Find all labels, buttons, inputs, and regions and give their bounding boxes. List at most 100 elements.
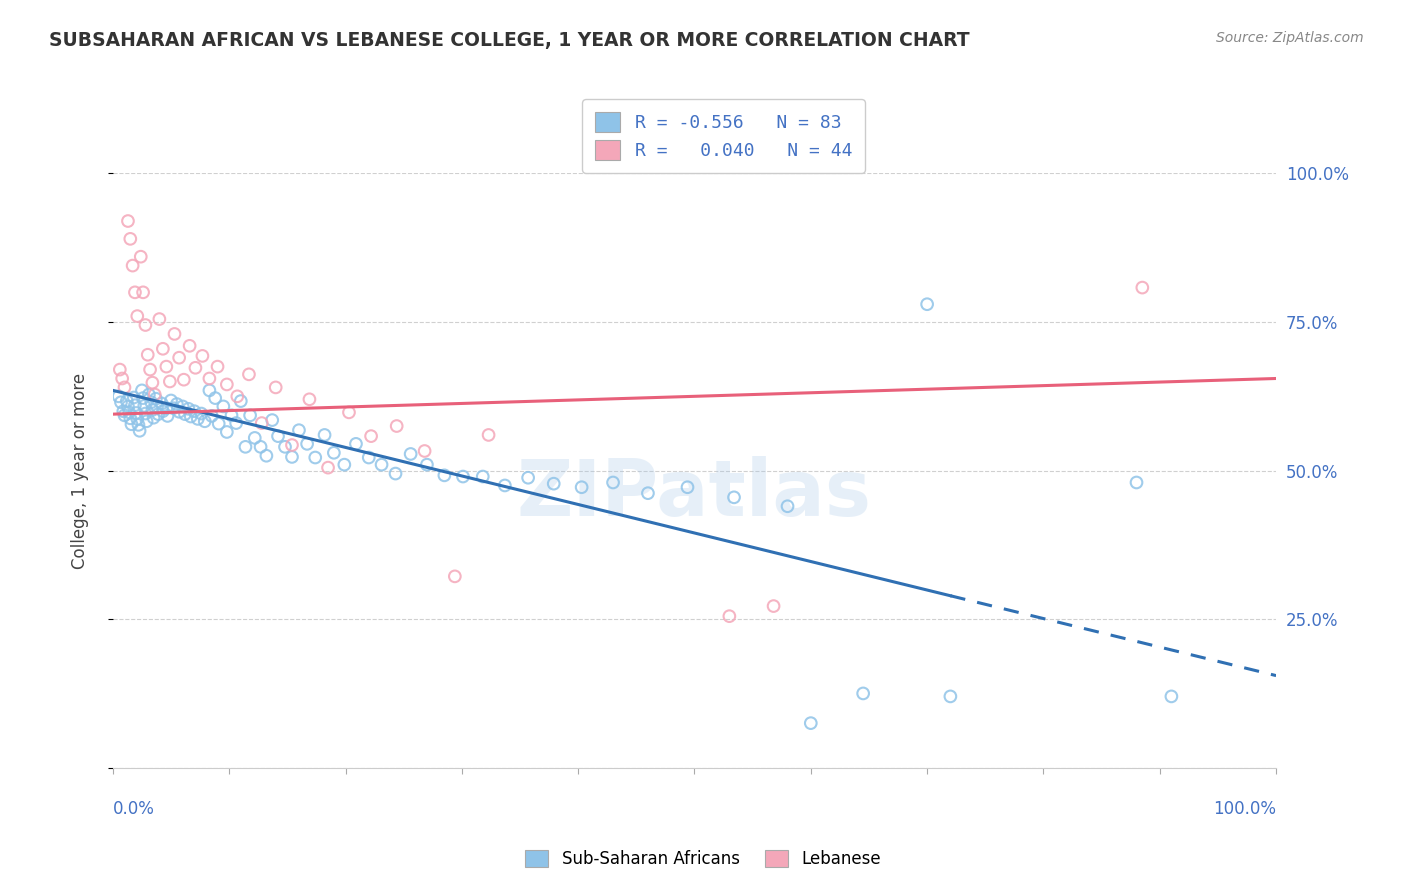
Point bbox=[173, 373, 195, 387]
Point bbox=[243, 431, 266, 445]
Point bbox=[288, 423, 311, 437]
Point bbox=[110, 395, 132, 409]
Point bbox=[132, 391, 155, 405]
Point bbox=[117, 214, 139, 228]
Point bbox=[152, 342, 174, 356]
Point bbox=[107, 389, 129, 403]
Point bbox=[155, 401, 177, 416]
Point bbox=[129, 250, 152, 264]
Point bbox=[543, 476, 565, 491]
Point bbox=[800, 716, 823, 731]
Point bbox=[114, 380, 136, 394]
Point bbox=[167, 405, 190, 419]
Point bbox=[124, 398, 146, 412]
Point bbox=[235, 440, 257, 454]
Point bbox=[416, 458, 439, 472]
Point bbox=[122, 391, 145, 405]
Point bbox=[159, 375, 181, 389]
Point bbox=[136, 348, 159, 362]
Point bbox=[150, 396, 173, 410]
Point bbox=[124, 285, 146, 300]
Point bbox=[191, 349, 214, 363]
Point bbox=[238, 368, 260, 382]
Point bbox=[939, 690, 962, 704]
Point bbox=[1130, 280, 1153, 294]
Point bbox=[762, 599, 785, 613]
Point bbox=[148, 312, 170, 326]
Point bbox=[281, 450, 304, 464]
Point bbox=[304, 450, 326, 465]
Point bbox=[143, 387, 166, 401]
Point bbox=[316, 460, 339, 475]
Point bbox=[444, 569, 467, 583]
Point bbox=[134, 407, 156, 421]
Point bbox=[146, 400, 169, 414]
Point bbox=[337, 405, 360, 419]
Point bbox=[204, 391, 226, 405]
Point bbox=[194, 414, 217, 428]
Point bbox=[295, 437, 318, 451]
Point bbox=[254, 449, 277, 463]
Point bbox=[212, 400, 235, 414]
Point bbox=[215, 425, 238, 439]
Point bbox=[322, 446, 344, 460]
Point bbox=[145, 392, 167, 406]
Point bbox=[125, 406, 148, 420]
Point bbox=[127, 309, 149, 323]
Text: 0.0%: 0.0% bbox=[112, 800, 155, 818]
Point bbox=[183, 404, 205, 418]
Point bbox=[166, 397, 188, 411]
Point bbox=[723, 491, 745, 505]
Point bbox=[131, 384, 153, 398]
Point bbox=[333, 458, 356, 472]
Point bbox=[451, 469, 474, 483]
Point bbox=[1125, 475, 1147, 490]
Point bbox=[201, 409, 224, 423]
Point bbox=[215, 377, 238, 392]
Point bbox=[676, 480, 699, 494]
Point bbox=[174, 407, 197, 421]
Point bbox=[1160, 690, 1182, 704]
Legend: Sub-Saharan Africans, Lebanese: Sub-Saharan Africans, Lebanese bbox=[519, 843, 887, 875]
Point bbox=[370, 458, 392, 472]
Point bbox=[167, 351, 190, 365]
Point bbox=[852, 686, 875, 700]
Point bbox=[134, 318, 156, 332]
Point bbox=[225, 416, 247, 430]
Point bbox=[267, 429, 290, 443]
Point bbox=[162, 401, 184, 416]
Point bbox=[120, 411, 142, 425]
Point bbox=[281, 438, 304, 452]
Point bbox=[163, 326, 186, 341]
Point bbox=[127, 417, 149, 432]
Point bbox=[637, 486, 659, 500]
Point bbox=[298, 392, 321, 407]
Point bbox=[172, 400, 194, 414]
Point bbox=[198, 371, 221, 385]
Point bbox=[718, 609, 741, 624]
Point bbox=[207, 359, 229, 374]
Point bbox=[141, 395, 163, 409]
Point bbox=[264, 380, 287, 394]
Point bbox=[433, 468, 456, 483]
Point bbox=[115, 394, 138, 409]
Point bbox=[155, 359, 177, 374]
Point bbox=[138, 387, 160, 401]
Point bbox=[602, 475, 624, 490]
Point bbox=[177, 401, 200, 416]
Point bbox=[184, 360, 207, 375]
Point bbox=[108, 362, 131, 376]
Point bbox=[229, 394, 252, 409]
Point bbox=[156, 409, 179, 423]
Point bbox=[221, 409, 243, 423]
Point bbox=[274, 440, 297, 454]
Point bbox=[142, 410, 165, 425]
Point bbox=[121, 259, 143, 273]
Point bbox=[249, 440, 271, 454]
Point bbox=[384, 467, 406, 481]
Point bbox=[179, 339, 201, 353]
Point bbox=[135, 414, 157, 428]
Point bbox=[180, 409, 202, 424]
Point bbox=[494, 478, 516, 492]
Point bbox=[141, 376, 163, 390]
